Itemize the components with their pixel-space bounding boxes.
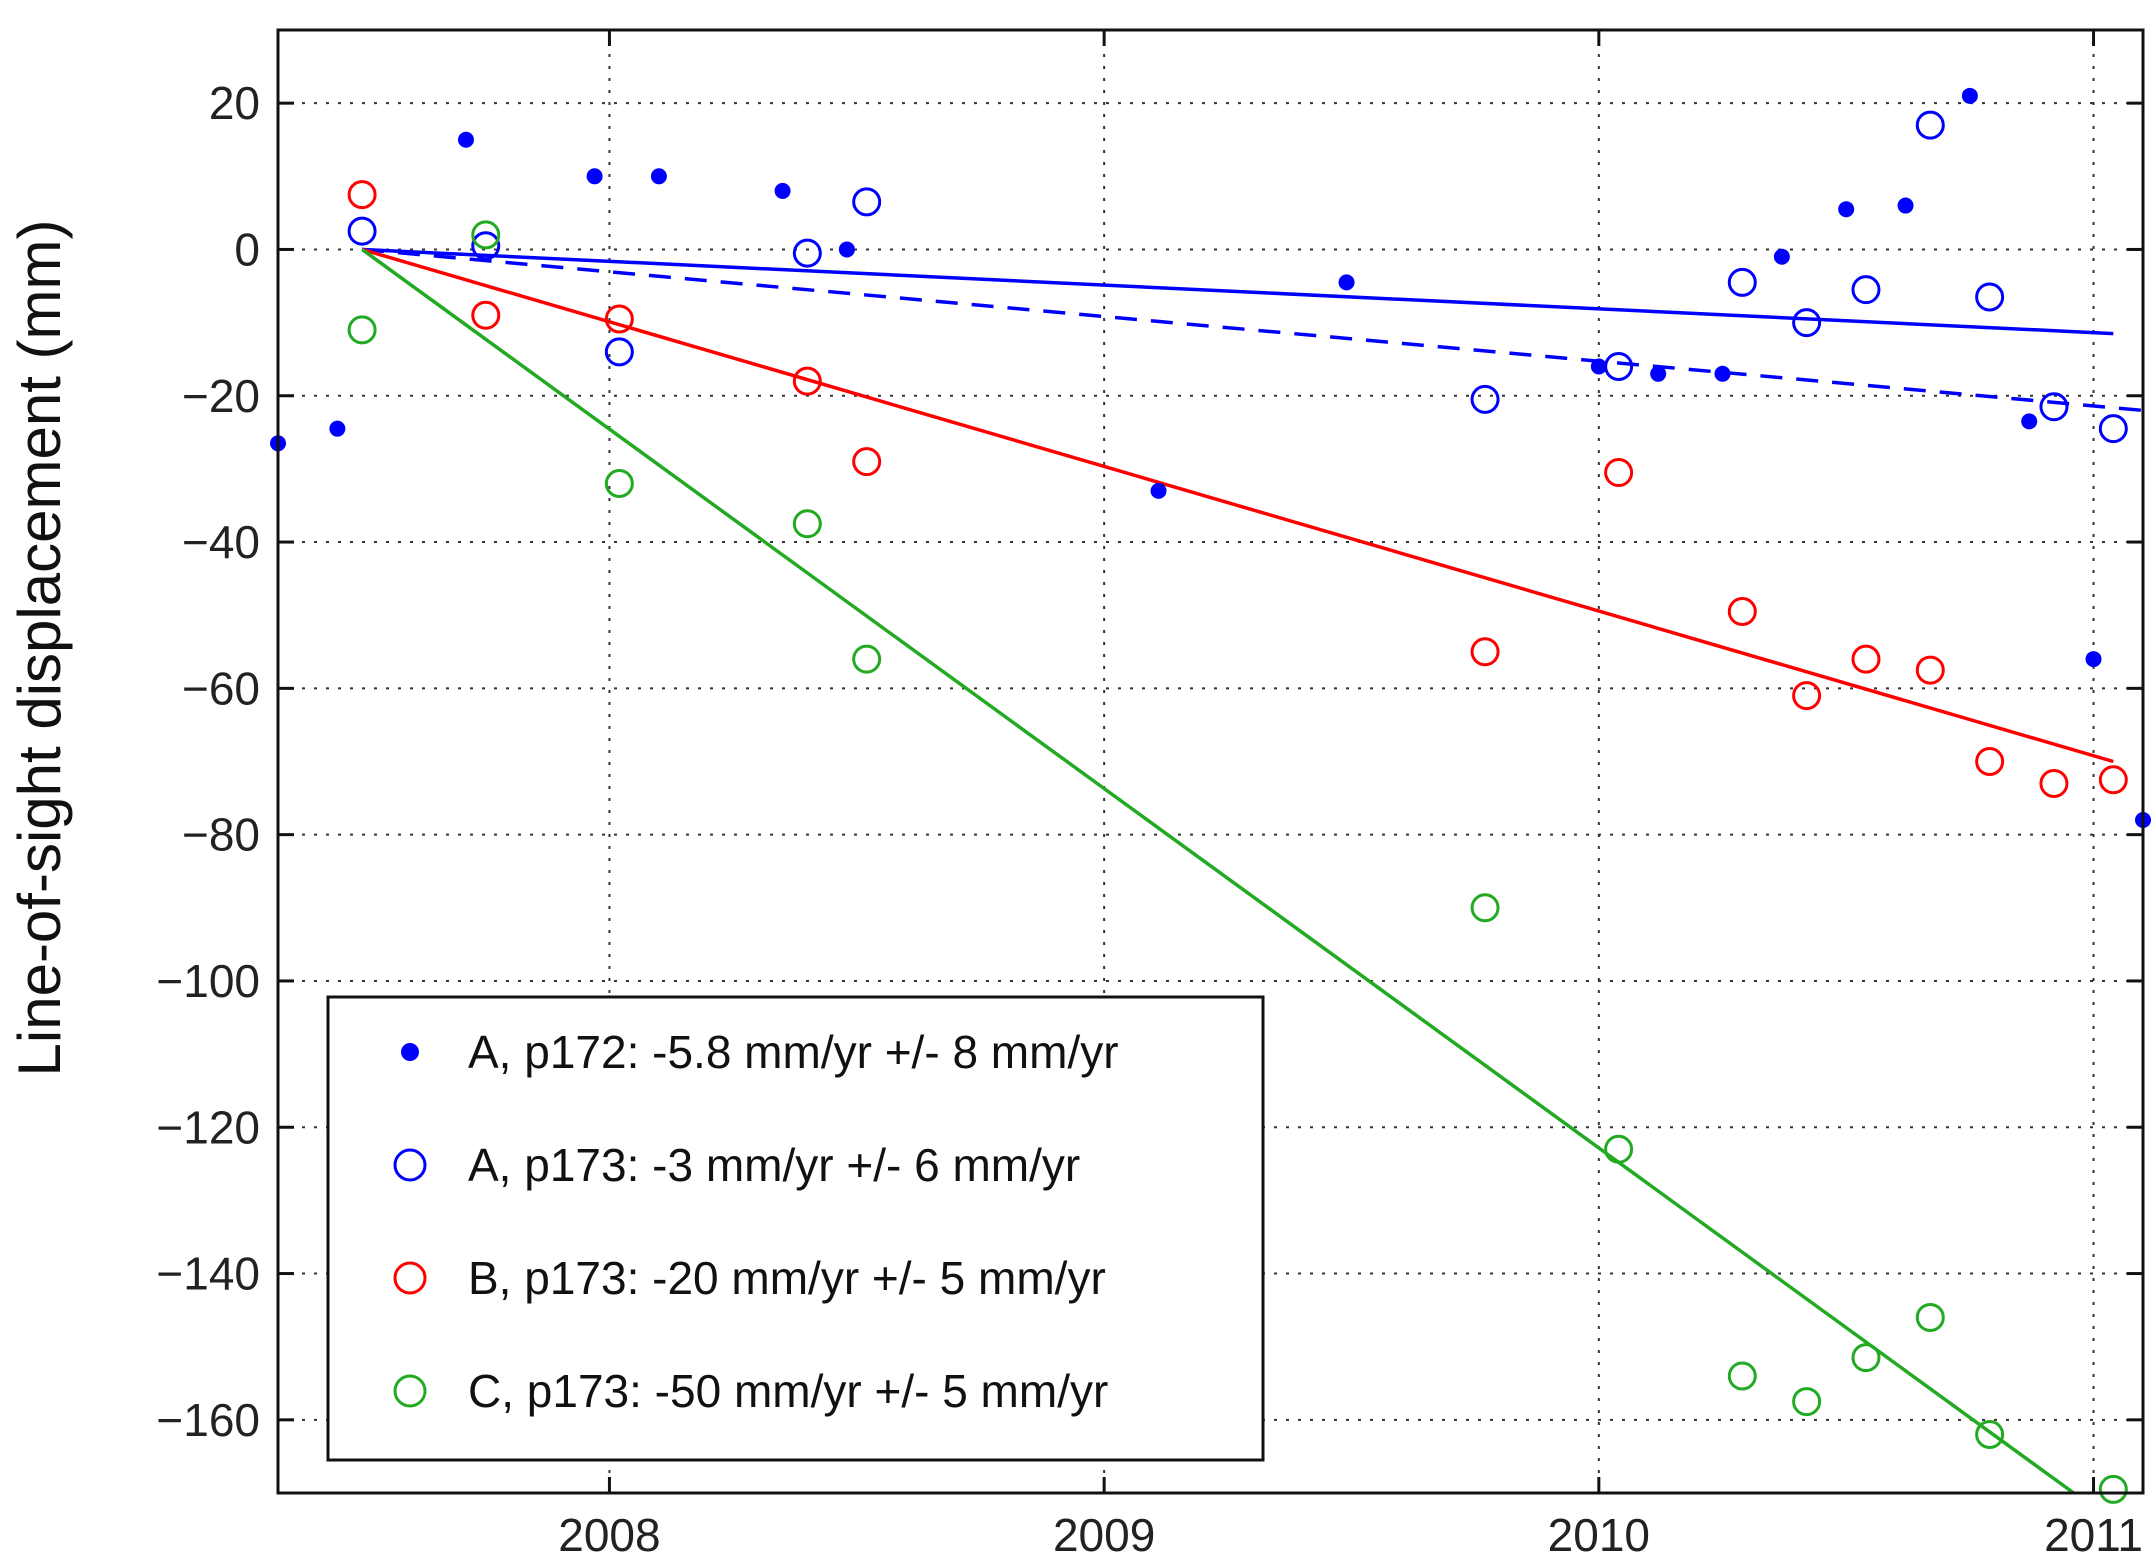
data-point-series-1 <box>1727 267 1757 297</box>
data-point-series-1 <box>1792 308 1822 338</box>
data-point-series-3 <box>1792 1387 1822 1417</box>
data-point-series-0 <box>1650 365 1667 382</box>
data-point-series-1 <box>1915 110 1945 140</box>
data-point-series-3 <box>2098 1474 2128 1504</box>
data-point-series-0 <box>1338 274 1355 291</box>
fit-line <box>362 247 2114 336</box>
legend-entry-label: C, p173: -50 mm/yr +/- 5 mm/yr <box>468 1365 1108 1417</box>
data-point-series-1 <box>347 216 377 246</box>
data-point-series-2 <box>1915 655 1945 685</box>
data-point-series-1 <box>1604 351 1634 381</box>
data-point-series-2 <box>852 447 882 477</box>
data-point-series-0 <box>1838 201 1855 218</box>
data-point-series-3 <box>604 469 634 499</box>
data-point-series-2 <box>1975 747 2005 776</box>
data-point-series-1 <box>1470 384 1500 414</box>
fit-line <box>361 248 2075 1495</box>
data-point-series-2 <box>1470 637 1500 667</box>
legend-marker <box>401 1043 419 1061</box>
data-point-series-3 <box>792 509 822 539</box>
axis-ticks: 20 0 −20 −40 −60 −80 −100 −120 −140 −160 2008 2009 2… <box>156 30 2143 1561</box>
y-tick-label: −20 <box>182 370 260 422</box>
data-point-series-3 <box>1915 1302 1945 1332</box>
data-point-series-1 <box>604 337 634 367</box>
data-point-series-1 <box>1975 282 2005 312</box>
data-point-series-2 <box>604 304 634 334</box>
data-point-series-3 <box>471 220 501 250</box>
data-point-series-0 <box>774 182 791 199</box>
data-point-series-2 <box>792 366 822 396</box>
data-point-series-3 <box>1727 1361 1757 1391</box>
y-tick-label: −40 <box>182 516 260 568</box>
data-point-series-2 <box>1727 597 1757 627</box>
data-point-series-0 <box>1773 248 1790 265</box>
data-point-series-1 <box>792 238 822 268</box>
x-tick-label: 2010 <box>1548 1509 1650 1561</box>
data-point-series-0 <box>1150 482 1167 499</box>
legend-marker <box>393 1148 427 1182</box>
data-point-series-3 <box>1975 1419 2005 1449</box>
y-tick-label: 20 <box>209 77 260 129</box>
data-point-series-0 <box>1961 87 1978 104</box>
data-point-series-1 <box>852 187 882 217</box>
legend-marker <box>393 1374 427 1408</box>
fit-line <box>361 247 2144 413</box>
data-point-series-2 <box>1851 644 1881 674</box>
data-point-series-2 <box>1604 458 1634 488</box>
legend-box <box>326 995 1265 1462</box>
data-points <box>270 87 2151 1504</box>
x-tick-label: 2008 <box>558 1509 660 1561</box>
data-point-series-0 <box>1714 365 1731 382</box>
data-point-series-3 <box>347 315 377 345</box>
y-axis-label: Line-of-sight displacement (mm) <box>6 220 73 1077</box>
data-point-series-2 <box>471 300 501 330</box>
data-point-series-3 <box>1470 893 1500 923</box>
y-tick-label: −80 <box>182 809 260 861</box>
data-point-series-3 <box>1851 1343 1881 1373</box>
data-point-series-3 <box>1604 1134 1634 1164</box>
y-tick-label: −60 <box>182 662 260 714</box>
data-point-series-0 <box>329 420 346 437</box>
data-point-series-1 <box>1851 275 1881 305</box>
data-point-series-3 <box>852 644 882 674</box>
x-tick-label: 2009 <box>1053 1509 1155 1561</box>
y-tick-label: 0 <box>234 223 260 275</box>
data-point-series-1 <box>2098 414 2128 444</box>
x-tick-label: 2011 <box>2044 1509 2143 1561</box>
data-point-series-2 <box>2098 765 2128 795</box>
y-tick-label: −120 <box>156 1101 260 1153</box>
y-tick-label: −140 <box>156 1248 260 1300</box>
legend: A, p172: -5.8 mm/yr +/- 8 mm/yr A, p173: … <box>326 995 1265 1462</box>
data-point-series-1 <box>471 231 501 261</box>
data-point-series-0 <box>2021 413 2038 430</box>
data-point-series-1 <box>2039 392 2069 422</box>
fit-lines <box>361 247 2144 1495</box>
plot-frame <box>276 28 2145 1495</box>
y-tick-label: −100 <box>156 955 260 1007</box>
legend-marker <box>393 1261 427 1295</box>
data-point-series-0 <box>1897 197 1914 214</box>
y-tick-label: −160 <box>156 1394 260 1446</box>
data-point-series-0 <box>457 131 474 148</box>
data-point-series-0 <box>2085 651 2102 668</box>
data-point-series-2 <box>1792 681 1822 711</box>
data-point-series-0 <box>838 241 855 258</box>
data-point-series-2 <box>2039 768 2069 798</box>
data-point-series-0 <box>1590 358 1607 375</box>
data-point-series-2 <box>347 180 377 210</box>
data-point-series-0 <box>586 168 603 185</box>
legend-entry-label: A, p173: -3 mm/yr +/- 6 mm/yr <box>468 1139 1080 1191</box>
fit-line <box>361 247 2114 764</box>
legend-entry-label: A, p172: -5.8 mm/yr +/- 8 mm/yr <box>468 1026 1119 1078</box>
data-point-series-0 <box>650 168 667 185</box>
legend-entry-label: B, p173: -20 mm/yr +/- 5 mm/yr <box>468 1252 1106 1304</box>
